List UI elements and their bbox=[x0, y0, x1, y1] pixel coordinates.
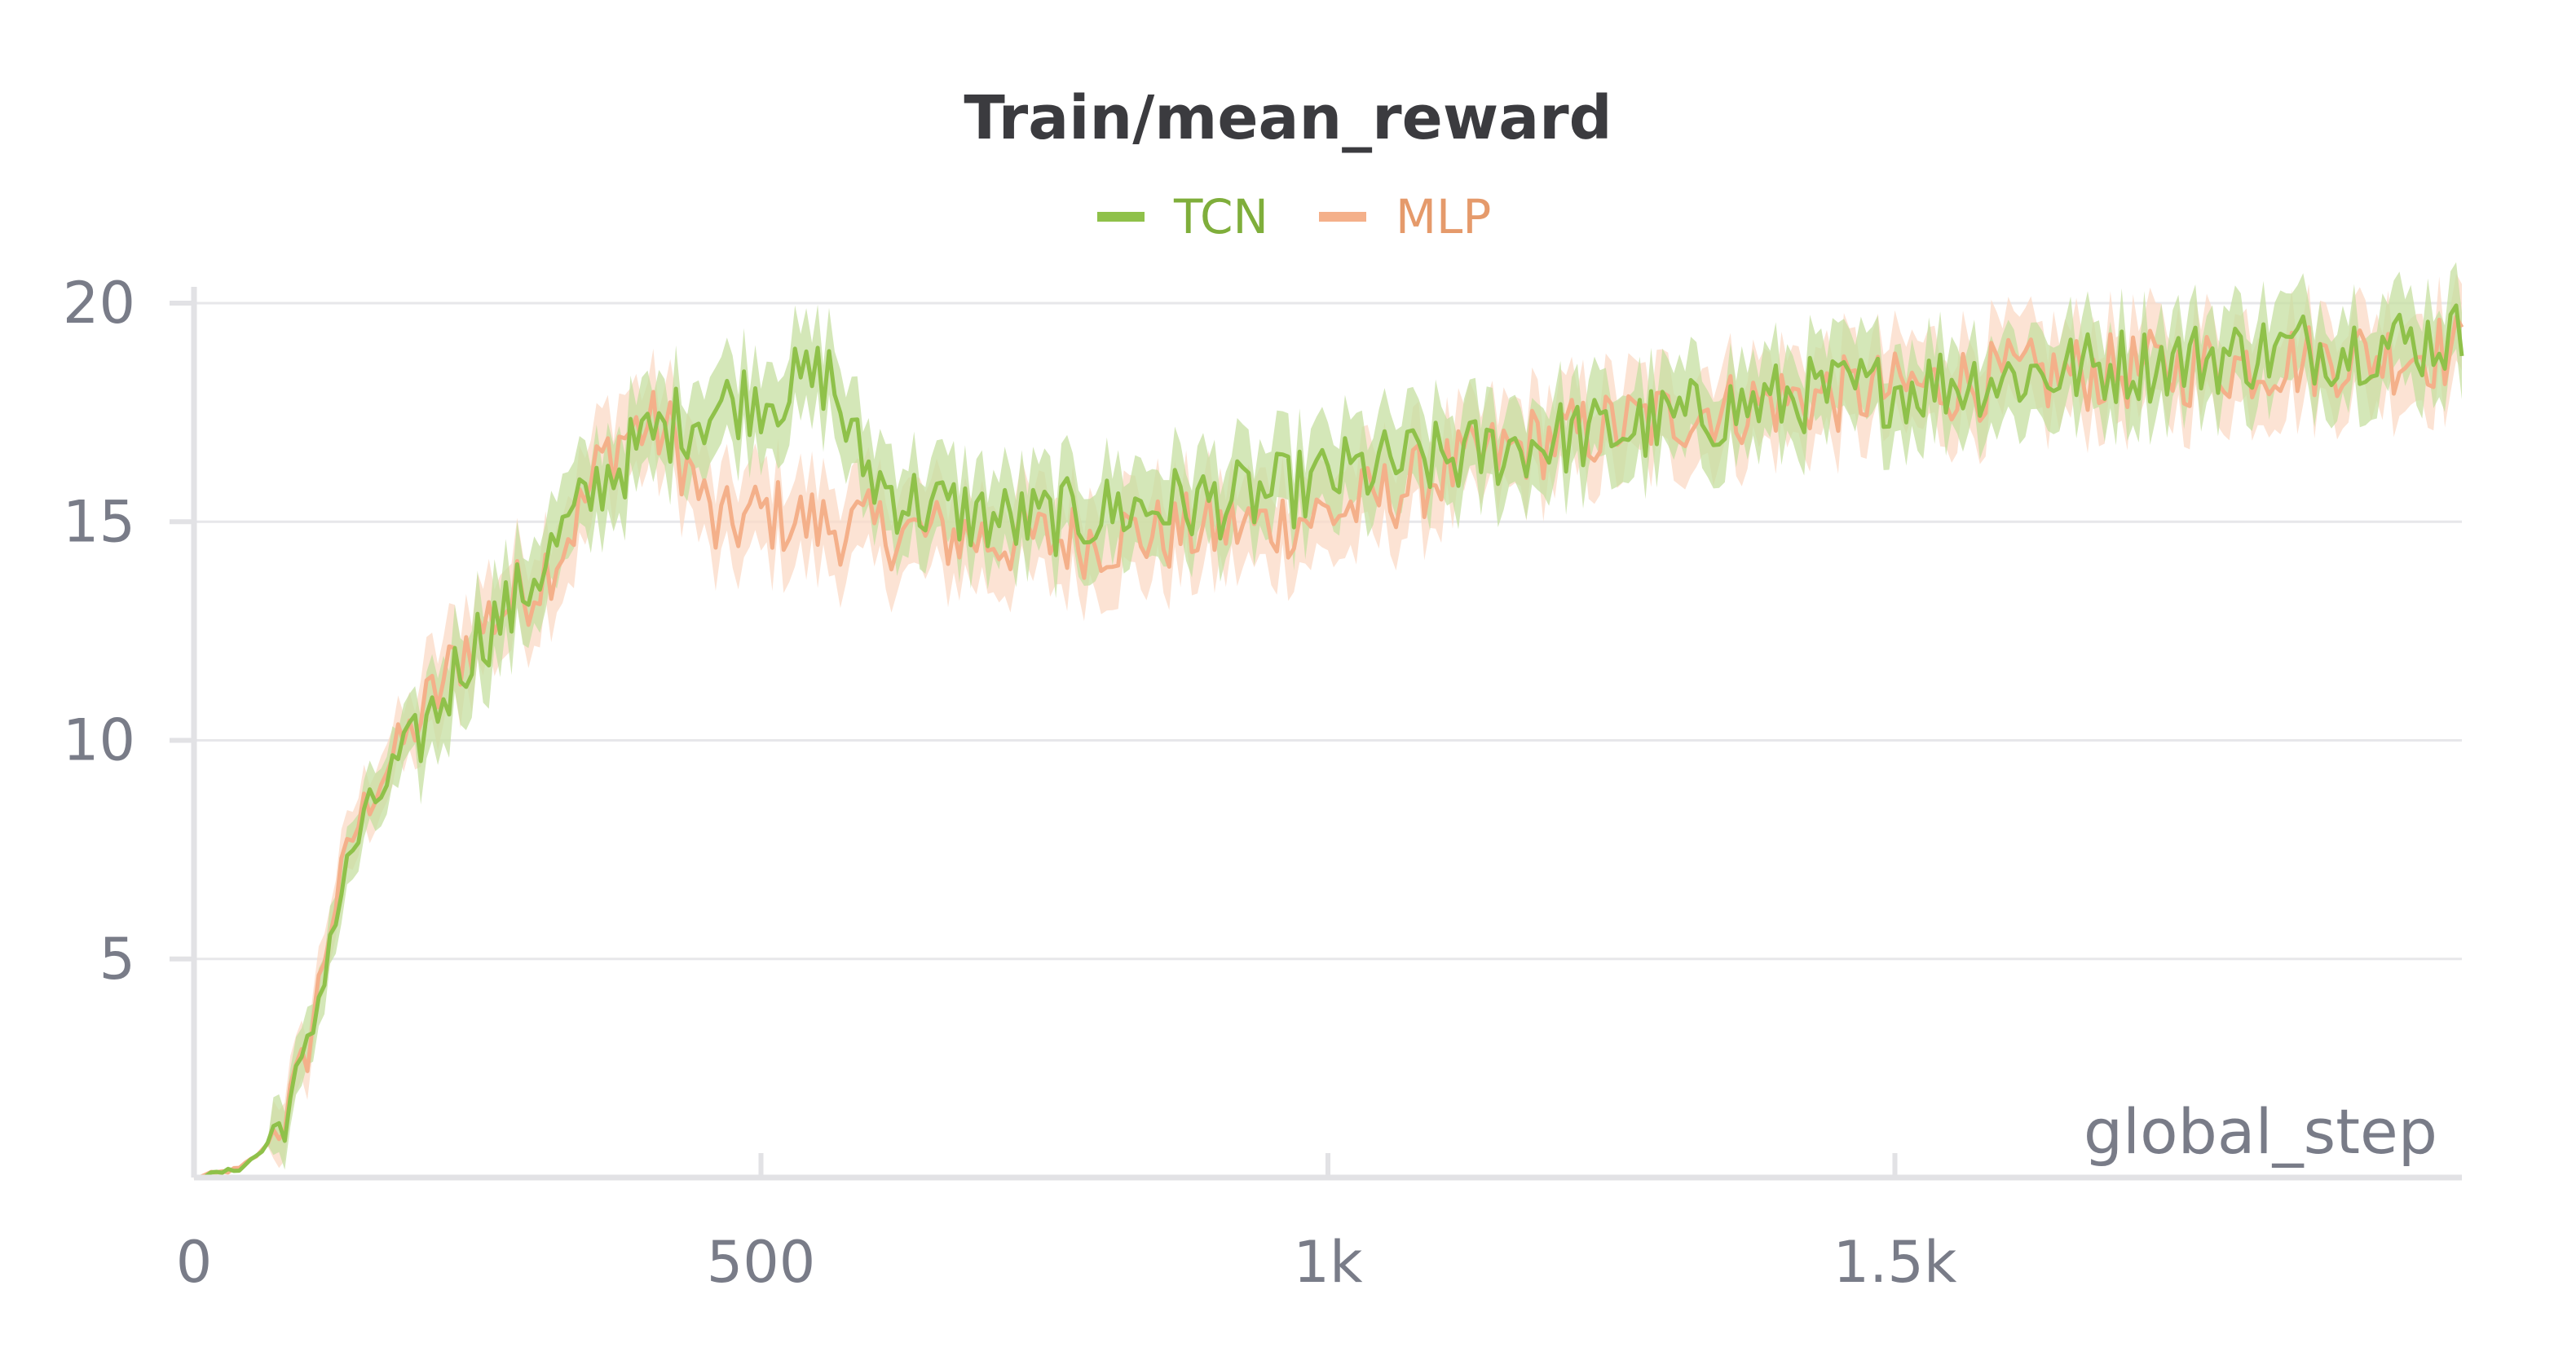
series-line-mlp bbox=[193, 315, 2464, 1180]
series-line-tcn bbox=[194, 303, 2464, 1180]
x-axis-ticks: 0 500 1k 1.5k bbox=[176, 1153, 1957, 1296]
series-band-mlp bbox=[194, 273, 2462, 1178]
legend-entry-mlp[interactable]: MLP bbox=[1319, 189, 1491, 244]
x-axis-label: global_step bbox=[2084, 1095, 2437, 1168]
series-band-tcn bbox=[194, 262, 2462, 1178]
y-tick-label-5: 5 bbox=[99, 926, 135, 993]
series-bands bbox=[194, 262, 2462, 1178]
legend-label-tcn: TCN bbox=[1173, 189, 1268, 244]
y-tick-label-10: 10 bbox=[63, 707, 135, 774]
legend: TCN MLP bbox=[1097, 189, 1491, 244]
y-tick-label-15: 15 bbox=[63, 488, 135, 555]
x-tick-label-500: 500 bbox=[707, 1229, 816, 1296]
legend-label-mlp: MLP bbox=[1396, 189, 1491, 244]
y-tick-label-20: 20 bbox=[63, 270, 135, 337]
series-lines bbox=[193, 303, 2464, 1180]
legend-entry-tcn[interactable]: TCN bbox=[1097, 189, 1268, 244]
x-tick-label-1k: 1k bbox=[1293, 1229, 1363, 1296]
x-tick-label-1.5k: 1.5k bbox=[1833, 1229, 1957, 1296]
y-axis-ticks: 5 10 15 20 bbox=[63, 270, 194, 993]
chart-title: Train/mean_reward bbox=[964, 83, 1612, 153]
x-tick-label-0: 0 bbox=[176, 1229, 213, 1296]
